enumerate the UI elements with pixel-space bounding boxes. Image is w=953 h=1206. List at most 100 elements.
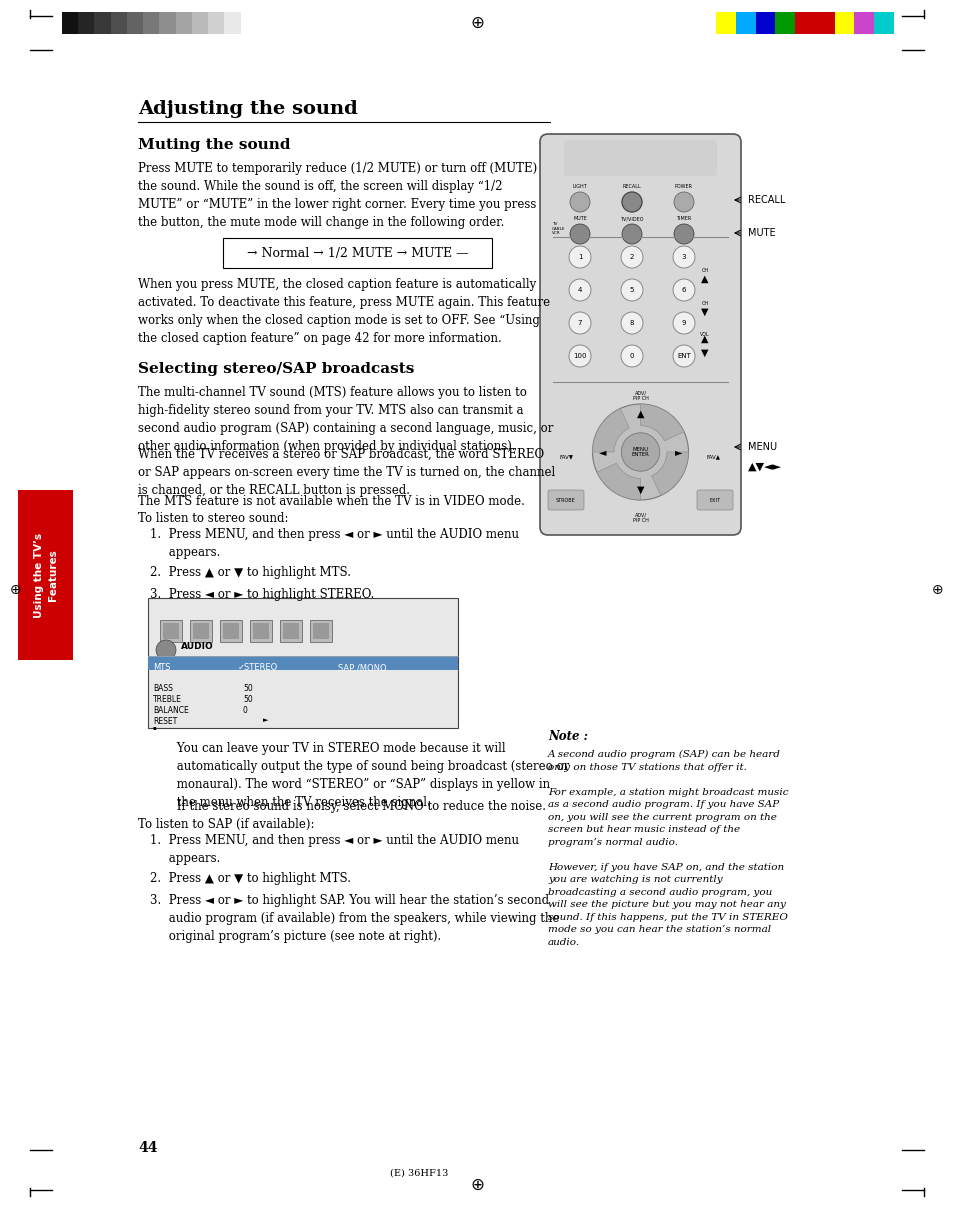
Text: ADV/
PIP CH: ADV/ PIP CH [632,513,648,522]
Bar [283,624,298,639]
Text: ✓STEREO: ✓STEREO [237,663,278,672]
Circle shape [672,312,695,334]
Text: RECALL: RECALL [747,195,784,205]
Bar [163,624,179,639]
Text: To listen to SAP (if available):: To listen to SAP (if available): [138,818,314,831]
Text: 6: 6 [681,287,685,293]
Bar [240,12,256,34]
Bar [148,656,457,671]
Text: TIMER: TIMER [676,216,691,221]
Text: You can leave your TV in STEREO mode because it will
     automatically output t: You can leave your TV in STEREO mode bec… [158,742,569,809]
Text: 50: 50 [243,695,253,704]
Circle shape [569,192,589,212]
Text: ◄: ◄ [598,447,605,457]
Circle shape [568,345,590,367]
Bar [127,12,143,34]
Wedge shape [639,404,683,441]
Circle shape [620,312,642,334]
Text: AUDIO: AUDIO [181,642,213,651]
Text: 1.  Press MENU, and then press ◄ or ► until the AUDIO menu
     appears.: 1. Press MENU, and then press ◄ or ► unt… [150,835,518,865]
Text: ▲: ▲ [700,334,708,344]
Circle shape [672,246,695,268]
Bar [313,624,329,639]
Bar [18,490,73,660]
Text: FAV▼: FAV▼ [559,455,574,459]
Bar [224,12,240,34]
Bar [220,620,242,642]
Text: To listen to stereo sound:: To listen to stereo sound: [138,513,288,525]
Text: The multi-channel TV sound (MTS) feature allows you to listen to
high-fidelity s: The multi-channel TV sound (MTS) feature… [138,386,553,453]
FancyBboxPatch shape [697,490,732,510]
Text: BASS: BASS [152,684,172,693]
Text: ▲: ▲ [636,409,643,418]
Circle shape [673,192,693,212]
Circle shape [568,246,590,268]
Text: 1.  Press MENU, and then press ◄ or ► until the AUDIO menu
     appears.: 1. Press MENU, and then press ◄ or ► unt… [150,528,518,560]
Text: ENT: ENT [677,353,690,359]
Bar [280,620,302,642]
Text: When the TV receives a stereo or SAP broadcast, the word STEREO
or SAP appears o: When the TV receives a stereo or SAP bro… [138,447,555,497]
Circle shape [568,279,590,302]
Text: MTS: MTS [152,663,171,672]
Text: ⊕: ⊕ [10,582,22,597]
Text: TV
CABLE
VCR: TV CABLE VCR [552,222,565,235]
Text: ▼: ▼ [636,485,643,494]
Text: Selecting stereo/SAP broadcasts: Selecting stereo/SAP broadcasts [138,362,414,376]
Text: ▲: ▲ [700,274,708,283]
Circle shape [620,279,642,302]
Text: 0: 0 [243,706,248,715]
Bar [794,12,814,34]
Bar [111,12,127,34]
Bar [94,12,111,34]
Text: (E) 36HF13: (E) 36HF13 [390,1169,448,1178]
Text: 3: 3 [681,254,685,260]
Text: 100: 100 [573,353,586,359]
Circle shape [592,404,688,500]
Bar [159,12,175,34]
Text: MENU
ENTER: MENU ENTER [631,446,649,457]
Circle shape [672,279,695,302]
Text: MUTE: MUTE [573,216,586,221]
Text: ADV/
PIP CH: ADV/ PIP CH [632,390,648,400]
Bar [78,12,94,34]
Wedge shape [597,463,639,500]
Text: 0: 0 [629,353,634,359]
Text: ⊕: ⊕ [470,14,483,33]
Bar [735,12,755,34]
Text: FAV▲: FAV▲ [706,455,720,459]
Bar [253,624,269,639]
Bar [175,12,192,34]
Text: TREBLE: TREBLE [152,695,182,704]
Text: SAP /MONO: SAP /MONO [337,663,386,672]
Text: ⊕: ⊕ [470,1176,483,1194]
Circle shape [621,192,641,212]
Text: Muting the sound: Muting the sound [138,137,291,152]
Text: 9: 9 [681,320,685,326]
Text: CH: CH [700,302,708,306]
Circle shape [621,224,641,244]
Circle shape [673,224,693,244]
Text: 2.  Press ▲ or ▼ to highlight MTS.: 2. Press ▲ or ▼ to highlight MTS. [150,872,351,885]
Text: → Normal → 1/2 MUTE → MUTE —: → Normal → 1/2 MUTE → MUTE — [247,246,468,259]
Wedge shape [592,409,629,452]
Text: The MTS feature is not available when the TV is in VIDEO mode.: The MTS feature is not available when th… [138,494,524,508]
Text: EXIT: EXIT [709,498,720,503]
Circle shape [620,433,659,472]
Bar [250,620,272,642]
Circle shape [621,192,641,212]
Text: 8: 8 [629,320,634,326]
Text: RECALL: RECALL [622,185,640,189]
Text: MUTE: MUTE [747,228,775,238]
Bar [223,624,239,639]
Bar [208,12,224,34]
Bar [873,12,893,34]
Bar [148,598,457,728]
Circle shape [620,246,642,268]
Text: 3.  Press ◄ or ► to highlight STEREO.: 3. Press ◄ or ► to highlight STEREO. [150,589,374,601]
Bar [193,624,209,639]
Bar [192,12,208,34]
Bar [854,12,873,34]
Text: ▲▼◄►: ▲▼◄► [747,462,781,472]
Text: STROBE: STROBE [556,498,576,503]
Circle shape [672,345,695,367]
